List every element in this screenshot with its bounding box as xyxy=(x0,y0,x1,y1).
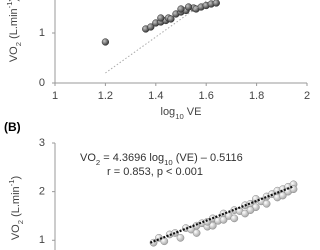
y-tick-label: 1 xyxy=(39,27,45,39)
y-axis-label: VO2 (L.min-1) xyxy=(7,176,25,240)
x-axis-label-part: 10 xyxy=(175,112,184,121)
data-point xyxy=(184,3,193,11)
annotation: VO2 = 4.3696 log10 (VE) – 0.5116 xyxy=(80,152,243,167)
data-point xyxy=(246,206,255,214)
data-point xyxy=(147,23,155,31)
x-tick-label: 1 xyxy=(52,90,58,102)
y-tick-label: 2 xyxy=(39,186,45,198)
y-axis-label-part: ) xyxy=(10,176,22,180)
y-tick-label: 3 xyxy=(39,137,45,149)
data-point xyxy=(212,0,220,7)
data-point xyxy=(101,38,110,46)
data-point xyxy=(157,14,165,22)
data-point xyxy=(278,191,287,200)
trend-line xyxy=(149,185,293,244)
y-axis-label-part: VO xyxy=(8,46,20,62)
y-axis-label-part: -1 xyxy=(7,180,16,187)
x-axis-label-part: VE xyxy=(184,106,202,118)
y-axis-label-part: 2 xyxy=(16,220,25,224)
x-axis-label-part: log xyxy=(161,106,176,118)
annotation-part: 2 xyxy=(96,158,100,167)
y-axis-label-part: ) xyxy=(8,0,20,2)
annotation: r = 0.853, p < 0.001 xyxy=(107,166,203,178)
x-tick-label: 2 xyxy=(304,90,310,102)
annotation-part: 10 xyxy=(164,158,173,167)
x-axis-label: log10 VE xyxy=(161,106,202,121)
data-point xyxy=(177,5,185,13)
y-tick-label: 0 xyxy=(39,77,45,89)
annotation-part: = 4.3696 log xyxy=(100,152,164,164)
y-tick-label: 1 xyxy=(39,234,45,246)
data-point xyxy=(219,215,228,224)
y-axis-label: VO2 (L.min-1) xyxy=(5,0,23,62)
data-point xyxy=(176,233,185,242)
data-point xyxy=(192,229,201,237)
y-axis-label-part: (L.min xyxy=(10,186,22,220)
x-tick-label: 1.4 xyxy=(148,90,163,102)
x-tick-label: 1.8 xyxy=(249,90,264,102)
y-axis-label-part: (L.min xyxy=(8,8,20,42)
data-point xyxy=(167,15,175,23)
annotation-part: (VE) – 0.5116 xyxy=(173,152,243,164)
y-axis-label-part: 2 xyxy=(14,42,23,46)
x-tick-label: 1.2 xyxy=(98,90,113,102)
annotation-part: r = 0.853, p < 0.001 xyxy=(107,166,203,178)
panel-label: (B) xyxy=(4,120,21,134)
annotation-part: VO xyxy=(80,152,96,164)
data-point xyxy=(262,199,271,208)
data-point xyxy=(230,214,239,223)
y-axis-label-part: VO xyxy=(10,224,22,240)
data-point xyxy=(208,221,217,230)
y-axis-label-part: -1 xyxy=(5,2,14,9)
trend-line xyxy=(105,0,207,74)
x-tick-label: 1.6 xyxy=(199,90,214,102)
